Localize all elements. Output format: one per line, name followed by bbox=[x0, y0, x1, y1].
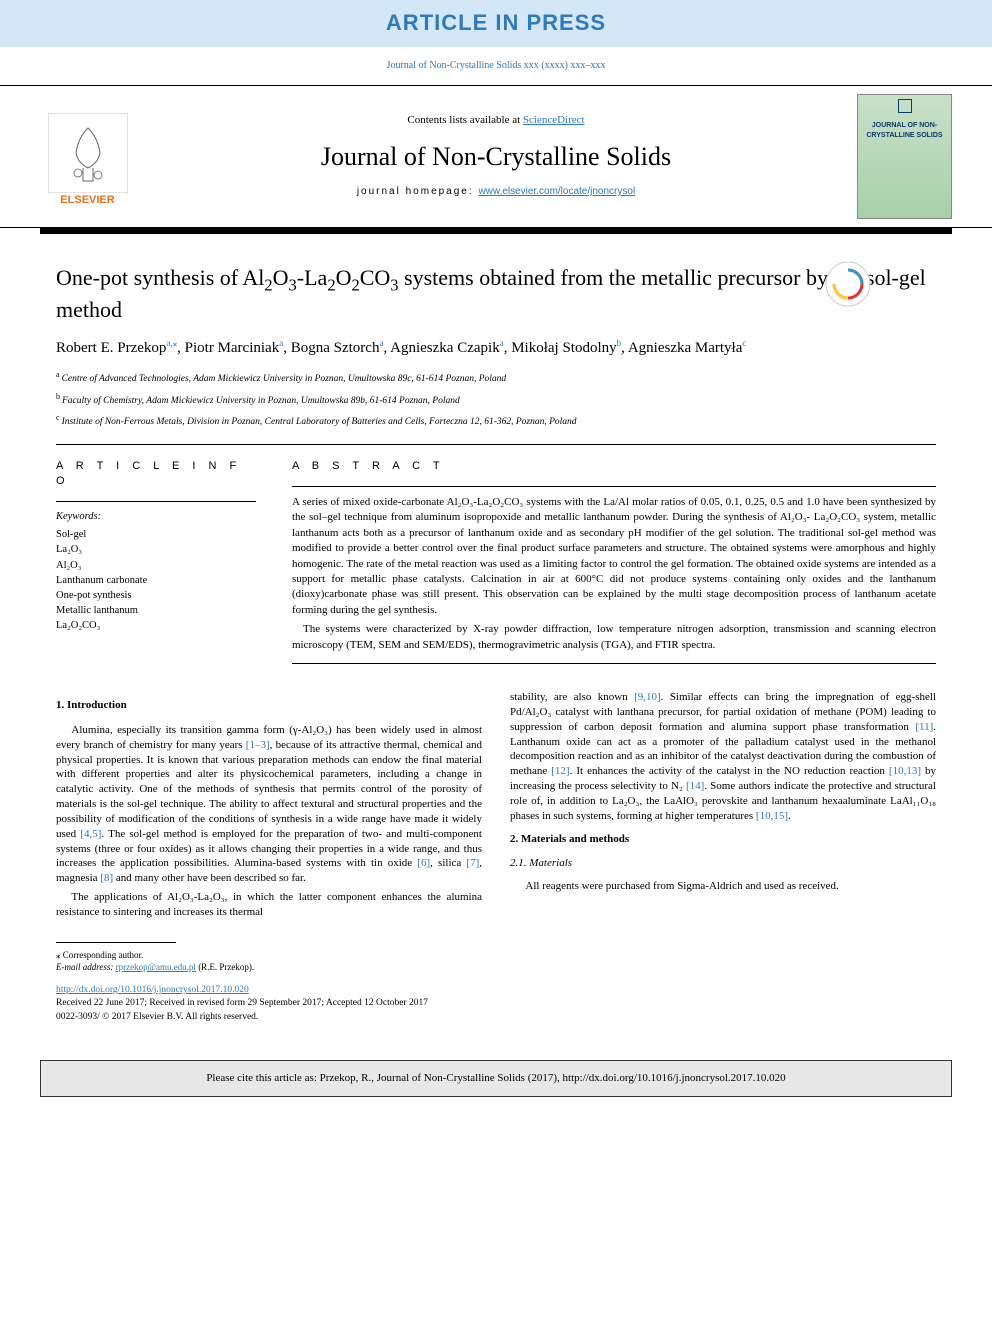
article-in-press-banner: ARTICLE IN PRESS bbox=[0, 0, 992, 47]
citation-link[interactable]: [4,5] bbox=[80, 828, 101, 840]
abstract-paragraph: A series of mixed oxide-carbonate Al₂O₃-… bbox=[292, 495, 936, 618]
citation-link[interactable]: [1–3] bbox=[246, 739, 270, 751]
author: Agnieszka Martyłac bbox=[628, 340, 747, 356]
homepage-prefix: journal homepage: bbox=[357, 186, 479, 197]
elsevier-logo: ELSEVIER bbox=[40, 104, 135, 209]
body-paragraph: All reagents were purchased from Sigma-A… bbox=[510, 879, 936, 894]
article-title: One-pot synthesis of Al2O3-La2O2CO3 syst… bbox=[56, 264, 936, 324]
text-run: . bbox=[788, 810, 791, 822]
keyword: La₂O₂CO₃ bbox=[56, 618, 256, 633]
author: Mikołaj Stodolnyb bbox=[511, 340, 621, 356]
citation-link[interactable]: [9,10] bbox=[634, 691, 661, 703]
affiliation: aCentre of Advanced Technologies, Adam M… bbox=[56, 369, 936, 386]
text-run: . It enhances the activity of the cataly… bbox=[570, 765, 889, 777]
rule bbox=[56, 444, 936, 445]
text-run: and many other have been described so fa… bbox=[113, 872, 306, 884]
journal-cover-thumbnail: JOURNAL OF NON-CRYSTALLINE SOLIDS bbox=[857, 94, 952, 219]
citation-link[interactable]: [7] bbox=[466, 857, 479, 869]
email-line: E-mail address: rprzekop@amu.edu.pl (R.E… bbox=[56, 961, 936, 974]
text-run: The applications of Al₂O₃-La₂O₃, in whic… bbox=[56, 891, 482, 918]
journal-reference: Journal of Non-Crystalline Solids xxx (x… bbox=[0, 47, 992, 85]
cite-this-article-box: Please cite this article as: Przekop, R.… bbox=[40, 1060, 952, 1097]
body-column-left: 1. Introduction Alumina, especially its … bbox=[56, 690, 482, 924]
keyword: Sol-gel bbox=[56, 527, 256, 542]
cover-title: JOURNAL OF NON-CRYSTALLINE SOLIDS bbox=[862, 121, 947, 141]
body-columns: 1. Introduction Alumina, especially its … bbox=[56, 690, 936, 924]
citation-link[interactable]: [11] bbox=[915, 721, 933, 733]
doi-link[interactable]: http://dx.doi.org/10.1016/j.jnoncrysol.2… bbox=[56, 985, 249, 995]
citation-link[interactable]: [14] bbox=[686, 780, 704, 792]
author: Agnieszka Czapika bbox=[390, 340, 504, 356]
abstract-paragraph: The systems were characterized by X-ray … bbox=[292, 622, 936, 653]
title-part: CO bbox=[360, 265, 391, 290]
text-run: , silica bbox=[430, 857, 466, 869]
keyword: One-pot synthesis bbox=[56, 588, 256, 603]
citation-link[interactable]: [8] bbox=[100, 872, 113, 884]
abstract-label: A B S T R A C T bbox=[292, 459, 936, 474]
elsevier-tree-icon bbox=[48, 113, 128, 193]
abstract: A B S T R A C T A series of mixed oxide-… bbox=[292, 459, 936, 664]
title-part: O bbox=[336, 265, 352, 290]
author: Bogna Sztorcha bbox=[291, 340, 384, 356]
sciencedirect-link[interactable]: ScienceDirect bbox=[523, 114, 585, 126]
keyword: Metallic lanthanum bbox=[56, 603, 256, 618]
affiliation: cInstitute of Non-Ferrous Metals, Divisi… bbox=[56, 412, 936, 429]
title-part: One-pot synthesis of Al bbox=[56, 265, 264, 290]
masthead-center: Contents lists available at ScienceDirec… bbox=[135, 113, 857, 199]
keywords-list: Sol-gelLa₂O₃Al₂O₃Lanthanum carbonateOne-… bbox=[56, 527, 256, 634]
contents-line: Contents lists available at ScienceDirec… bbox=[135, 113, 857, 128]
homepage-line: journal homepage: www.elsevier.com/locat… bbox=[135, 185, 857, 199]
keyword: Lanthanum carbonate bbox=[56, 573, 256, 588]
section-heading-methods: 2. Materials and methods bbox=[510, 832, 936, 847]
email-label: E-mail address: bbox=[56, 962, 116, 972]
body-paragraph: stability, are also known [9,10]. Simila… bbox=[510, 690, 936, 824]
masthead: ELSEVIER Contents lists available at Sci… bbox=[0, 85, 992, 228]
doi-block: http://dx.doi.org/10.1016/j.jnoncrysol.2… bbox=[56, 984, 936, 1024]
body-paragraph: Alumina, especially its transition gamma… bbox=[56, 723, 482, 886]
title-part: -La bbox=[297, 265, 328, 290]
received-dates: Received 22 June 2017; Received in revis… bbox=[56, 997, 936, 1010]
corresponding-author-note: ⁎ Corresponding author. bbox=[56, 949, 936, 962]
author: Robert E. Przekopa,⁎ bbox=[56, 340, 177, 356]
footer-separator bbox=[56, 942, 176, 943]
text-run: stability, are also known bbox=[510, 691, 634, 703]
footer-notes: ⁎ Corresponding author. E-mail address: … bbox=[56, 949, 936, 974]
citation-link[interactable]: [6] bbox=[417, 857, 430, 869]
homepage-link[interactable]: www.elsevier.com/locate/jnoncrysol bbox=[478, 186, 635, 197]
rule bbox=[292, 663, 936, 664]
citation-link[interactable]: [10,13] bbox=[889, 765, 921, 777]
keywords-label: Keywords: bbox=[56, 510, 256, 525]
subsection-heading-materials: 2.1. Materials bbox=[510, 856, 936, 871]
email-suffix: (R.E. Przekop). bbox=[196, 962, 254, 972]
journal-title: Journal of Non-Crystalline Solids bbox=[135, 139, 857, 175]
elsevier-label: ELSEVIER bbox=[60, 193, 114, 208]
citation-link[interactable]: [10,15] bbox=[756, 810, 788, 822]
rule bbox=[292, 486, 936, 487]
keyword: Al₂O₃ bbox=[56, 558, 256, 573]
title-part: O bbox=[273, 265, 289, 290]
citation-link[interactable]: [12] bbox=[551, 765, 569, 777]
info-abstract-row: A R T I C L E I N F O Keywords: Sol-gelL… bbox=[56, 459, 936, 664]
authors-list: Robert E. Przekopa,⁎, Piotr Marciniaka, … bbox=[56, 337, 936, 359]
article-info: A R T I C L E I N F O Keywords: Sol-gelL… bbox=[56, 459, 256, 664]
body-column-right: stability, are also known [9,10]. Simila… bbox=[510, 690, 936, 924]
contents-prefix: Contents lists available at bbox=[407, 114, 522, 126]
author: Piotr Marciniaka bbox=[185, 340, 284, 356]
affiliation: bFaculty of Chemistry, Adam Mickiewicz U… bbox=[56, 391, 936, 408]
rule bbox=[56, 501, 256, 502]
email-link[interactable]: rprzekop@amu.edu.pl bbox=[116, 962, 196, 972]
keyword: La₂O₃ bbox=[56, 542, 256, 557]
copyright-line: 0022-3093/ © 2017 Elsevier B.V. All righ… bbox=[56, 1011, 936, 1024]
check-for-updates-icon[interactable] bbox=[824, 260, 872, 308]
article-content: One-pot synthesis of Al2O3-La2O2CO3 syst… bbox=[0, 234, 992, 1044]
body-paragraph: The applications of Al₂O₃-La₂O₃, in whic… bbox=[56, 890, 482, 920]
section-heading-intro: 1. Introduction bbox=[56, 698, 482, 713]
affiliations-list: aCentre of Advanced Technologies, Adam M… bbox=[56, 369, 936, 429]
article-info-label: A R T I C L E I N F O bbox=[56, 459, 256, 490]
text-run: , because of its attractive thermal, che… bbox=[56, 739, 482, 840]
